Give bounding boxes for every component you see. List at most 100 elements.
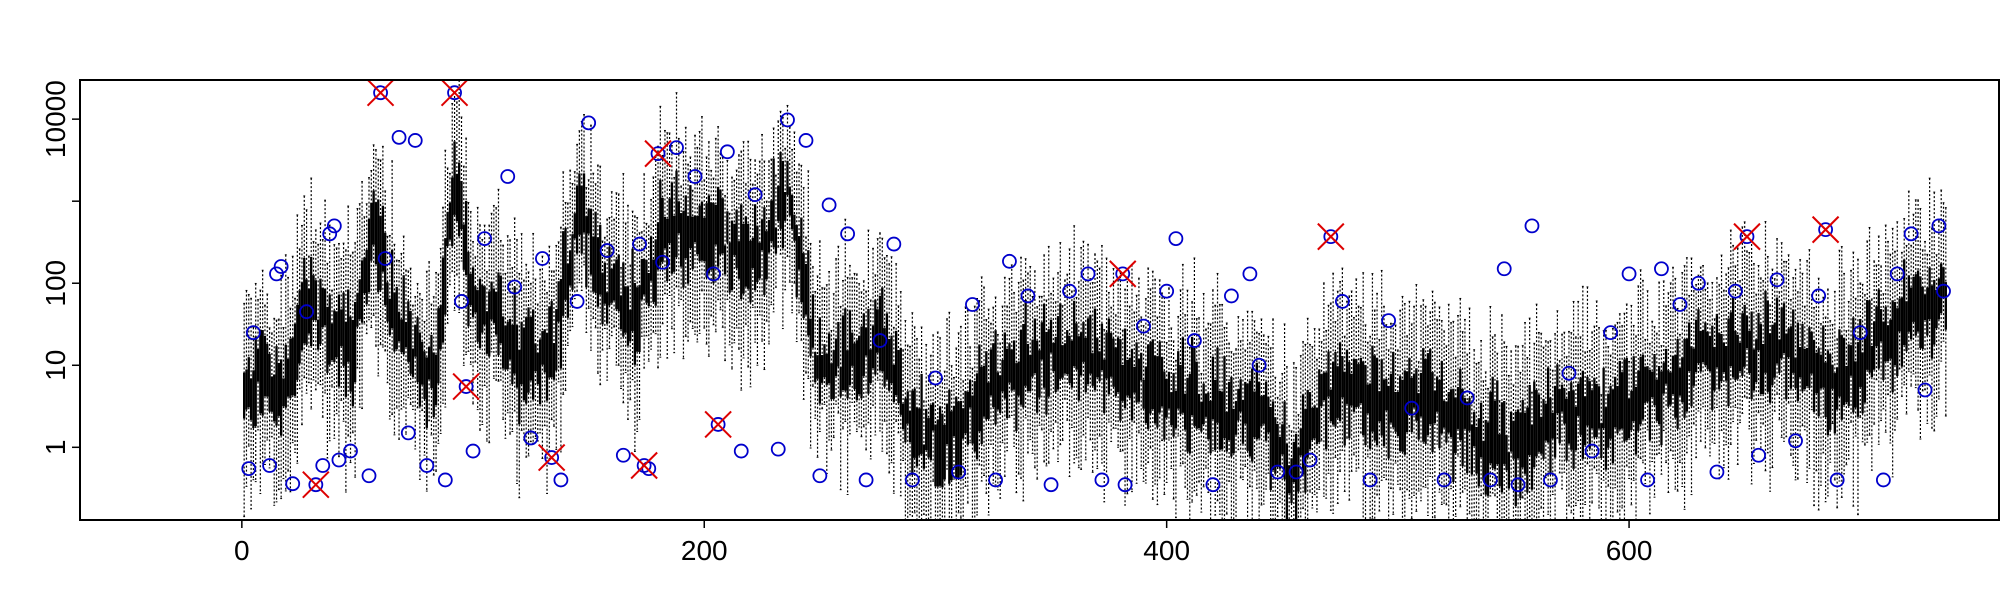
- box: [1833, 373, 1837, 434]
- box: [1415, 368, 1418, 421]
- box: [1008, 343, 1011, 383]
- box: [1207, 392, 1210, 440]
- box: [638, 285, 641, 353]
- box: [321, 287, 324, 328]
- box: [1264, 381, 1268, 441]
- box: [1015, 363, 1018, 432]
- box: [1565, 398, 1568, 461]
- box: [481, 284, 484, 333]
- box: [1898, 298, 1901, 332]
- box: [1701, 329, 1705, 363]
- box: [1738, 342, 1742, 372]
- box: [1824, 362, 1827, 418]
- box: [1768, 333, 1772, 403]
- box: [1429, 348, 1432, 425]
- box: [1507, 452, 1511, 489]
- box: [1239, 379, 1242, 412]
- outlier-point: [241, 461, 257, 477]
- box: [864, 327, 868, 356]
- box: [497, 272, 500, 356]
- box: [1059, 303, 1062, 380]
- box: [1863, 338, 1867, 403]
- box: [1424, 358, 1427, 444]
- box: [462, 224, 465, 270]
- box: [1551, 412, 1554, 439]
- box: [1907, 275, 1910, 332]
- box: [261, 330, 264, 416]
- box: [770, 200, 773, 242]
- box: [1463, 398, 1467, 429]
- box: [286, 358, 290, 397]
- outlier-point: [1524, 218, 1540, 234]
- box: [696, 215, 699, 255]
- box: [1019, 329, 1023, 405]
- box: [1454, 397, 1457, 453]
- box: [994, 330, 997, 425]
- box: [1759, 324, 1763, 395]
- outlier-point: [1917, 382, 1933, 398]
- y-tick-label: 10: [40, 350, 71, 381]
- box: [416, 317, 419, 383]
- box: [427, 346, 431, 380]
- outlier-point: [262, 458, 277, 473]
- box: [1674, 354, 1677, 418]
- box: [608, 246, 611, 306]
- outlier-point: [1889, 266, 1905, 282]
- box: [377, 199, 380, 293]
- outlier-point: [821, 197, 837, 213]
- box: [1590, 390, 1594, 429]
- box: [499, 275, 502, 344]
- box: [1049, 319, 1053, 353]
- outlier-point: [407, 133, 423, 148]
- box: [788, 186, 791, 216]
- box: [564, 227, 567, 300]
- box: [326, 306, 329, 373]
- box: [1214, 379, 1217, 451]
- box: [883, 328, 886, 387]
- box: [1810, 331, 1813, 374]
- box: [948, 389, 951, 484]
- box: [1137, 358, 1141, 402]
- box: [425, 357, 428, 428]
- outlier-point: [437, 472, 453, 488]
- box: [282, 378, 285, 407]
- box: [860, 326, 863, 399]
- box: [242, 372, 246, 419]
- box: [1799, 347, 1802, 378]
- box: [1417, 393, 1420, 440]
- box: [1648, 369, 1652, 441]
- box: [534, 343, 537, 372]
- box: [1803, 348, 1806, 390]
- box: [626, 286, 630, 346]
- box: [881, 287, 884, 372]
- box: [1602, 367, 1605, 429]
- box: [372, 190, 375, 245]
- box: [1366, 384, 1369, 414]
- outlier-point: [1270, 464, 1286, 480]
- cross-stroke: [440, 79, 469, 107]
- box: [592, 236, 595, 292]
- box: [374, 202, 378, 265]
- box: [1246, 383, 1249, 451]
- outlier-point: [1728, 283, 1743, 299]
- box: [520, 321, 523, 385]
- box: [1586, 376, 1589, 426]
- box: [543, 329, 546, 373]
- box: [1498, 434, 1501, 487]
- box: [1116, 337, 1120, 393]
- box: [455, 173, 459, 222]
- box: [1868, 300, 1871, 373]
- box: [1140, 352, 1143, 381]
- box: [705, 203, 708, 278]
- box: [1741, 313, 1744, 376]
- box: [1368, 383, 1372, 449]
- box: [1697, 309, 1700, 364]
- outlier-point: [544, 450, 560, 465]
- outlier-point: [1002, 253, 1017, 269]
- box: [1459, 368, 1462, 441]
- outlier-point: [465, 443, 481, 459]
- box: [943, 424, 946, 480]
- box: [894, 330, 898, 396]
- box: [1704, 322, 1707, 366]
- box: [1805, 347, 1809, 387]
